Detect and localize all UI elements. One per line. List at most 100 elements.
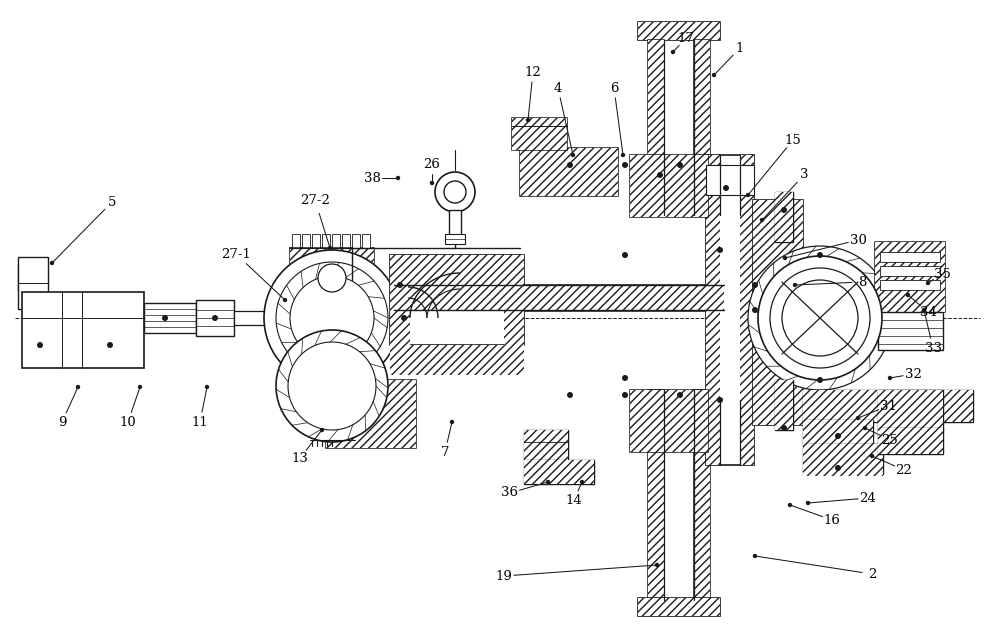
Text: 10: 10 [120,416,136,428]
Bar [803,444,883,476]
Circle shape [657,172,663,178]
Bar [753,200,803,425]
Bar [394,297,724,310]
Bar [803,444,883,474]
Bar [524,460,594,484]
Text: 8: 8 [858,275,866,288]
Bar [390,345,524,375]
Bar [326,380,416,448]
Text: 22: 22 [896,463,912,477]
Bar [648,40,664,215]
Bar [332,234,340,248]
Circle shape [781,425,787,431]
Bar [638,22,720,40]
Bar [694,40,710,215]
Text: 34: 34 [920,305,936,319]
Circle shape [622,392,628,398]
Circle shape [162,315,168,321]
Circle shape [906,293,910,297]
Text: 38: 38 [364,172,380,184]
Bar [512,118,567,150]
Circle shape [396,176,400,180]
Circle shape [746,192,750,198]
Circle shape [753,554,757,558]
Circle shape [671,50,675,54]
Circle shape [50,261,54,265]
Circle shape [526,118,530,122]
Bar [394,285,724,298]
Bar [290,248,374,310]
Bar [875,242,945,312]
Bar [775,380,793,430]
Circle shape [863,426,867,430]
Text: 4: 4 [554,82,562,95]
Circle shape [782,280,858,356]
Circle shape [107,342,113,348]
Bar [740,155,754,465]
Bar [694,40,710,215]
Circle shape [138,385,142,389]
Circle shape [430,181,434,185]
Bar [362,234,370,248]
Text: 31: 31 [880,399,896,413]
Text: 13: 13 [292,451,308,465]
Bar [694,390,710,600]
Bar [775,380,793,430]
Text: 30: 30 [850,233,866,246]
Text: 6: 6 [610,82,618,95]
Bar [390,345,524,375]
Bar [512,118,567,150]
Bar [326,380,416,448]
Bar [524,430,568,460]
Bar [196,300,234,336]
Circle shape [444,181,466,203]
Circle shape [758,256,882,380]
Bar [394,285,724,311]
Circle shape [290,276,374,360]
Circle shape [835,433,841,439]
Bar [524,430,568,460]
Circle shape [320,428,324,432]
Bar [520,148,618,196]
Bar [775,192,793,242]
Bar [878,428,943,454]
Text: 12: 12 [525,65,541,78]
Text: 26: 26 [424,157,440,171]
Circle shape [288,342,376,430]
Bar [638,598,720,616]
Circle shape [621,153,625,157]
Text: 9: 9 [58,416,66,428]
Bar [803,444,883,476]
Text: 15: 15 [785,134,801,147]
Circle shape [752,282,758,288]
Bar [803,420,873,444]
Circle shape [712,73,716,77]
Bar [290,248,374,310]
Bar [648,390,664,600]
Text: 24: 24 [860,492,876,505]
Bar [445,234,465,244]
Bar [292,234,300,248]
Bar [740,155,754,465]
Bar [664,390,694,600]
Circle shape [926,281,930,285]
Text: 5: 5 [108,196,116,209]
Bar [630,155,708,217]
Circle shape [770,268,870,368]
Circle shape [835,465,841,471]
Text: 33: 33 [924,342,942,354]
Circle shape [655,563,659,567]
Bar [312,234,320,248]
Circle shape [276,330,388,442]
Circle shape [752,307,758,313]
Bar [720,215,740,400]
Bar [638,598,720,616]
Circle shape [793,283,797,287]
Text: 14: 14 [566,493,582,507]
Circle shape [677,162,683,168]
Bar [290,248,374,310]
Circle shape [622,252,628,258]
Bar [449,210,461,238]
Circle shape [328,246,332,250]
Circle shape [318,264,346,292]
